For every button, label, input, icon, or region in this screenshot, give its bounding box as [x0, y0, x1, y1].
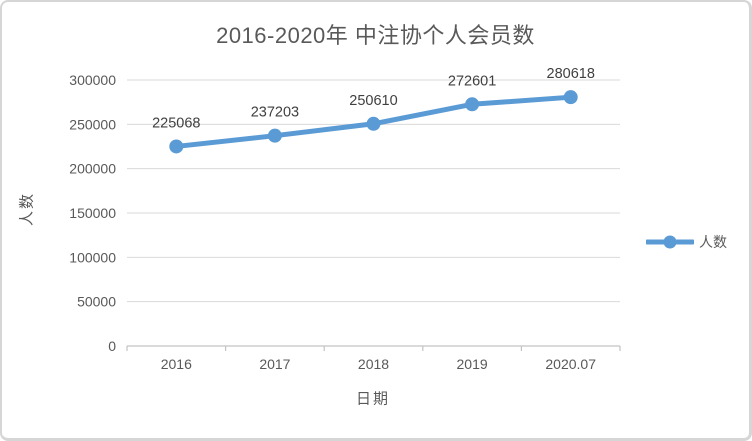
y-tick-label: 300000 [69, 72, 116, 88]
x-tick-label: 2018 [358, 356, 389, 372]
data-point-marker [366, 116, 381, 131]
y-tick-label: 250000 [69, 116, 116, 132]
y-tick-label: 0 [108, 338, 116, 354]
data-point-marker [465, 97, 480, 112]
legend-series-label: 人数 [699, 234, 727, 250]
data-point-marker [267, 128, 282, 143]
legend: 人数 [646, 233, 727, 251]
data-point-label: 250610 [349, 93, 397, 109]
data-point-label: 280618 [547, 66, 595, 82]
y-tick-label: 50000 [77, 294, 116, 310]
x-tick-label: 2016 [161, 356, 192, 372]
data-point-label: 237203 [251, 105, 299, 121]
data-point-marker [563, 90, 578, 105]
legend-line-marker-icon [646, 235, 694, 249]
data-point-marker [169, 139, 184, 154]
x-axis-title: 日期 [355, 390, 391, 408]
data-point-label: 272601 [448, 73, 496, 89]
x-tick-label: 2019 [457, 356, 488, 372]
y-tick-label: 150000 [69, 205, 116, 221]
y-tick-label: 100000 [69, 249, 116, 265]
data-point-label: 225068 [152, 115, 200, 131]
x-tick-label: 2017 [259, 356, 290, 372]
x-tick-label: 2020.07 [545, 356, 596, 372]
chart-title: 2016-2020年 中注协个人会员数 [216, 23, 535, 48]
y-tick-label: 200000 [69, 161, 116, 177]
